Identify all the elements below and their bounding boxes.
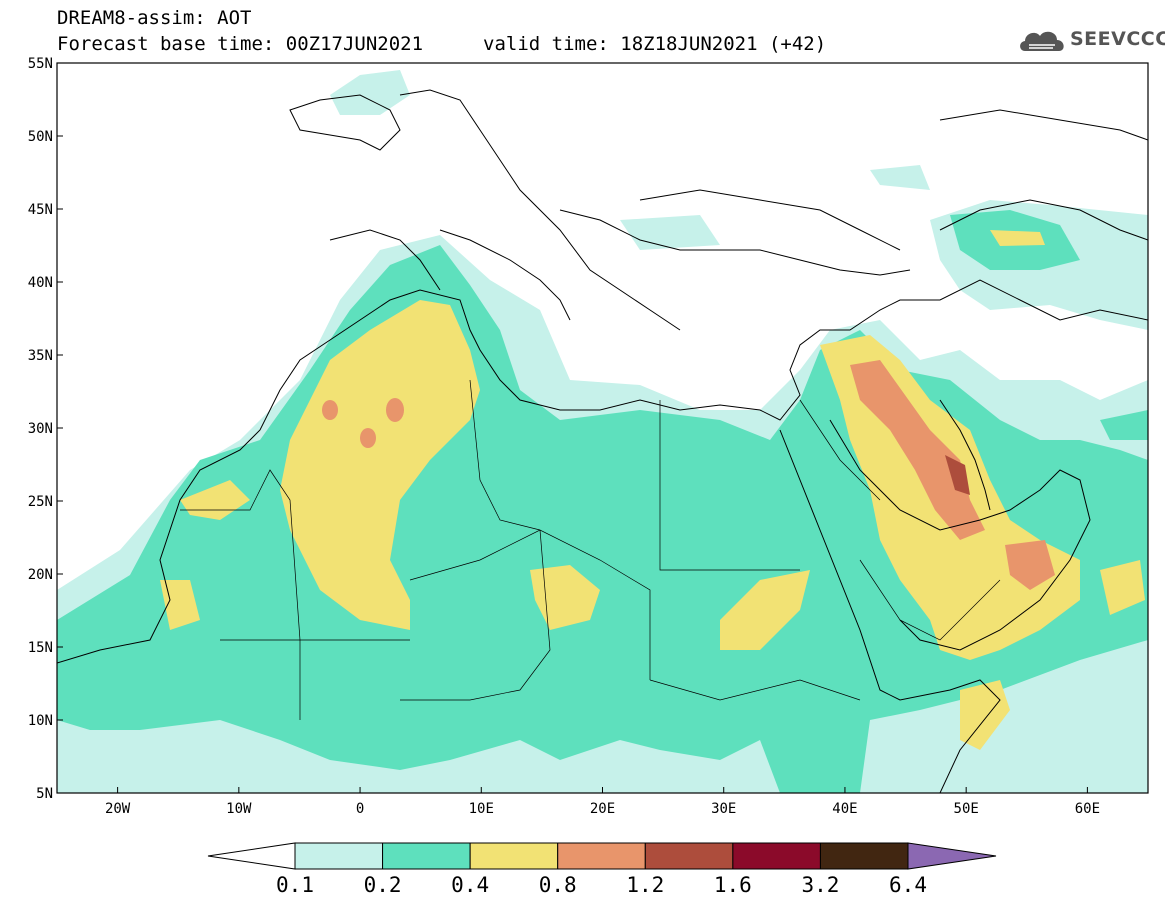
colorbar-bin (732, 842, 821, 870)
lon-tick-label: 20E (590, 801, 615, 817)
colorbar-bin (557, 842, 646, 870)
lat-tick-label: 10N (28, 713, 53, 729)
lon-tick-label: 0 (356, 801, 364, 817)
lat-tick-label: 5N (36, 786, 53, 802)
colorbar-over-arrow (907, 842, 997, 870)
latitude-axis: 5N 10N 15N 20N 25N 30N 35N 40N 45N 50N 55N (28, 56, 63, 802)
lat-tick-label: 30N (28, 421, 53, 437)
lat-tick-label: 55N (28, 56, 53, 72)
chart-title: DREAM8-assim: AOT (57, 7, 252, 29)
colorbar-label: 0.8 (539, 873, 577, 897)
lat-tick-label: 40N (28, 275, 53, 291)
colorbar-bin (644, 842, 734, 870)
lon-tick-label: 10E (469, 801, 494, 817)
lat-tick-label: 25N (28, 494, 53, 510)
lon-tick-label: 60E (1075, 801, 1100, 817)
lon-tick-label: 20W (105, 801, 131, 817)
aot-field (57, 70, 1148, 793)
forecast-base-time: Forecast base time: 00Z17JUN2021 (57, 33, 424, 55)
seevccc-logo: SEEVCCC (1017, 25, 1165, 55)
lat-tick-label: 20N (28, 567, 53, 583)
colorbar-label: 0.1 (276, 873, 314, 897)
colorbar-label: 0.2 (364, 873, 402, 897)
colorbar-label: 1.2 (626, 873, 664, 897)
lon-tick-label: 50E (954, 801, 979, 817)
colorbar-bin (382, 842, 471, 870)
lat-tick-label: 50N (28, 129, 53, 145)
longitude-axis: 20W 10W 0 10E 20E 30E 40E 50E 60E (105, 787, 1100, 817)
colorbar-label: 6.4 (889, 873, 927, 897)
aot-band-0.8 (322, 360, 1055, 590)
lat-tick-label: 35N (28, 348, 53, 364)
aot-band-1.2 (945, 455, 970, 495)
colorbar-bin (294, 842, 384, 870)
lat-tick-label: 15N (28, 640, 53, 656)
colorbar-bin (469, 842, 559, 870)
country-borders (180, 379, 1001, 720)
colorbar-under-arrow (207, 842, 296, 870)
colorbar-bin (819, 842, 909, 870)
lon-tick-label: 30E (711, 801, 736, 817)
valid-time: valid time: 18Z18JUN2021 (+42) (483, 33, 827, 55)
colorbar-label: 0.4 (451, 873, 489, 897)
lat-tick-label: 45N (28, 202, 53, 218)
colorbar-label: 3.2 (801, 873, 839, 897)
coastlines (57, 89, 1148, 793)
lon-tick-label: 40E (832, 801, 857, 817)
logo-text: SEEVCCC (1070, 28, 1165, 50)
cloud-logo-icon (1020, 31, 1064, 51)
lon-tick-label: 10W (226, 801, 252, 817)
colorbar-label: 1.6 (714, 873, 752, 897)
